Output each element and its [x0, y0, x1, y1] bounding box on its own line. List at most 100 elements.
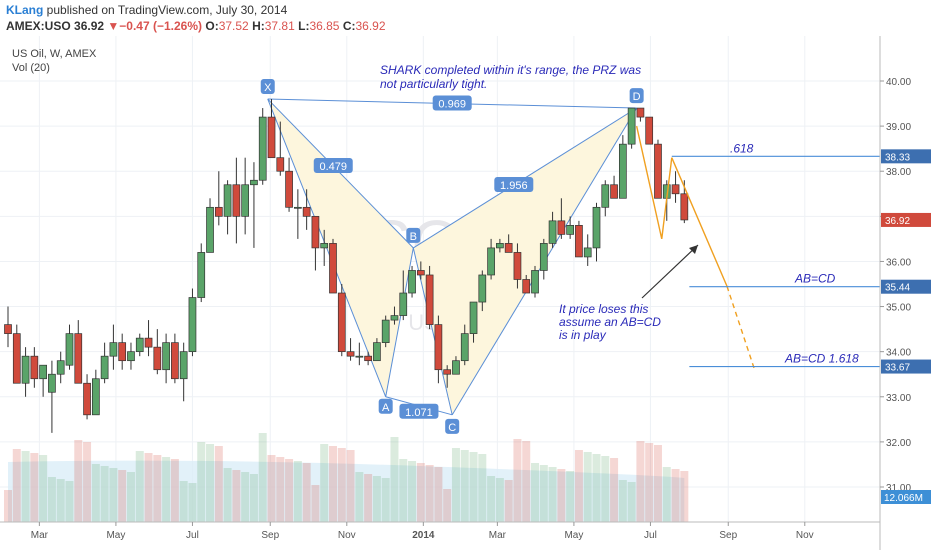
last-price-tag-text: 36.92 — [885, 216, 910, 227]
volume-bar — [460, 450, 469, 522]
candle-body — [232, 184, 241, 217]
candle-body — [434, 324, 443, 371]
candle-body — [100, 355, 109, 380]
level-lines[interactable]: .618 AB=CD AB=CD 1.618 — [671, 141, 880, 368]
symbol-label: AMEX:USO — [6, 19, 71, 33]
volume-bar — [346, 450, 355, 522]
point-x[interactable]: X — [260, 79, 275, 95]
volume-bar — [566, 471, 575, 522]
candle-body — [302, 206, 311, 217]
candle-body — [504, 243, 513, 253]
volume-bar — [12, 449, 21, 522]
volume-bar — [276, 457, 285, 522]
volume-bar — [135, 451, 144, 522]
candle-body — [65, 333, 74, 366]
candle-body — [478, 274, 487, 303]
ratio-ac-bg — [399, 403, 439, 419]
point-a-text: A — [382, 402, 390, 414]
ratio-xb-bg — [313, 158, 353, 174]
time-label: 2014 — [412, 530, 435, 541]
last-price-tag-bg — [881, 212, 931, 227]
price-note-line2: assume an AB=CD — [559, 315, 661, 329]
candle-body — [548, 220, 557, 244]
ratio-xd[interactable]: 0.969 — [432, 95, 472, 111]
volume-bar — [478, 454, 487, 522]
time-label: Mar — [489, 530, 507, 541]
down-arrow-icon: ▼ — [107, 19, 120, 33]
leg-bc — [412, 247, 453, 415]
volume-bar — [495, 478, 504, 522]
time-axis: Mar May Jul Sep Nov 2014 Mar May Jul Sep Nov — [0, 521, 880, 541]
leg-xb — [267, 98, 414, 249]
candle-body — [381, 319, 390, 343]
point-d-text: D — [633, 91, 641, 103]
author-link[interactable]: KLang — [6, 3, 44, 17]
candle-body — [223, 184, 232, 217]
candle-body — [346, 351, 355, 357]
volume-bar — [636, 441, 645, 522]
volume-tag: 12.066M — [881, 490, 931, 504]
time-label: Jul — [186, 530, 199, 541]
price-note-line1: It price loses this — [559, 302, 648, 316]
candle-body — [21, 355, 30, 384]
candle-body — [416, 270, 425, 276]
candle-body — [390, 315, 399, 321]
candle-body — [285, 170, 293, 208]
volume-bar — [91, 464, 100, 522]
price-chart[interactable]: USO, W US Oil XABCD0.9690.4791.0711.956 … — [0, 36, 932, 550]
candle-body — [592, 206, 601, 249]
axis-label: 32.00 — [886, 438, 911, 449]
volume-bar — [487, 476, 496, 522]
volume-bar — [610, 458, 619, 522]
point-b[interactable]: B — [406, 227, 421, 243]
volume-bar — [21, 451, 30, 522]
annotations[interactable]: SHARK completed within it's range, the P… — [380, 63, 699, 342]
volume-bar — [83, 442, 92, 522]
volume-bar — [232, 470, 241, 522]
ratio-bd[interactable]: 1.956 — [494, 176, 534, 192]
volume-bar — [206, 444, 215, 522]
ratio-ac[interactable]: 1.071 — [399, 403, 439, 419]
candle-body — [575, 225, 583, 258]
volume-bar — [74, 440, 83, 522]
point-x-text: X — [264, 82, 272, 94]
point-d[interactable]: D — [629, 88, 644, 104]
volume-bar — [416, 463, 425, 522]
volume-bar — [513, 439, 522, 522]
low-value: 36.85 — [309, 19, 340, 33]
level-price-tag-bg — [881, 279, 931, 294]
volume-bar — [601, 456, 610, 522]
volume-bar — [557, 469, 566, 522]
ratio-xd-text: 0.969 — [438, 99, 466, 111]
candle-body — [373, 342, 381, 362]
note-arrow — [641, 244, 699, 299]
level-price-tag: 38.33 — [881, 149, 931, 164]
point-c[interactable]: C — [445, 418, 460, 434]
publish-info: KLang published on TradingView.com, July… — [6, 3, 287, 17]
candle-body — [645, 116, 654, 145]
level-label: AB=CD — [794, 272, 836, 286]
time-label: Nov — [338, 530, 356, 541]
volume-bar — [267, 455, 276, 522]
axis-label: 31.00 — [886, 483, 911, 494]
series-legend: US Oil, W, AMEX — [12, 48, 97, 60]
point-a[interactable]: A — [378, 398, 393, 414]
volume-tag-bg — [881, 490, 931, 504]
volume-bar — [504, 480, 513, 522]
candle-body — [566, 225, 574, 235]
candle-body — [399, 292, 408, 316]
volume-bar — [372, 476, 381, 522]
axis-label: 40.00 — [886, 77, 911, 88]
candle-body — [329, 243, 337, 294]
volume-bar — [197, 442, 206, 522]
candle-body — [654, 143, 662, 199]
candle-body — [610, 184, 618, 199]
volume-average-area — [8, 460, 685, 522]
arrow-head-icon — [689, 245, 698, 254]
abcd-projection[interactable] — [635, 125, 756, 370]
candle-body — [109, 342, 118, 357]
point-b-text: B — [410, 231, 417, 243]
volume-bar — [574, 450, 583, 522]
ratio-xb[interactable]: 0.479 — [313, 158, 353, 174]
candle-body — [539, 243, 548, 271]
